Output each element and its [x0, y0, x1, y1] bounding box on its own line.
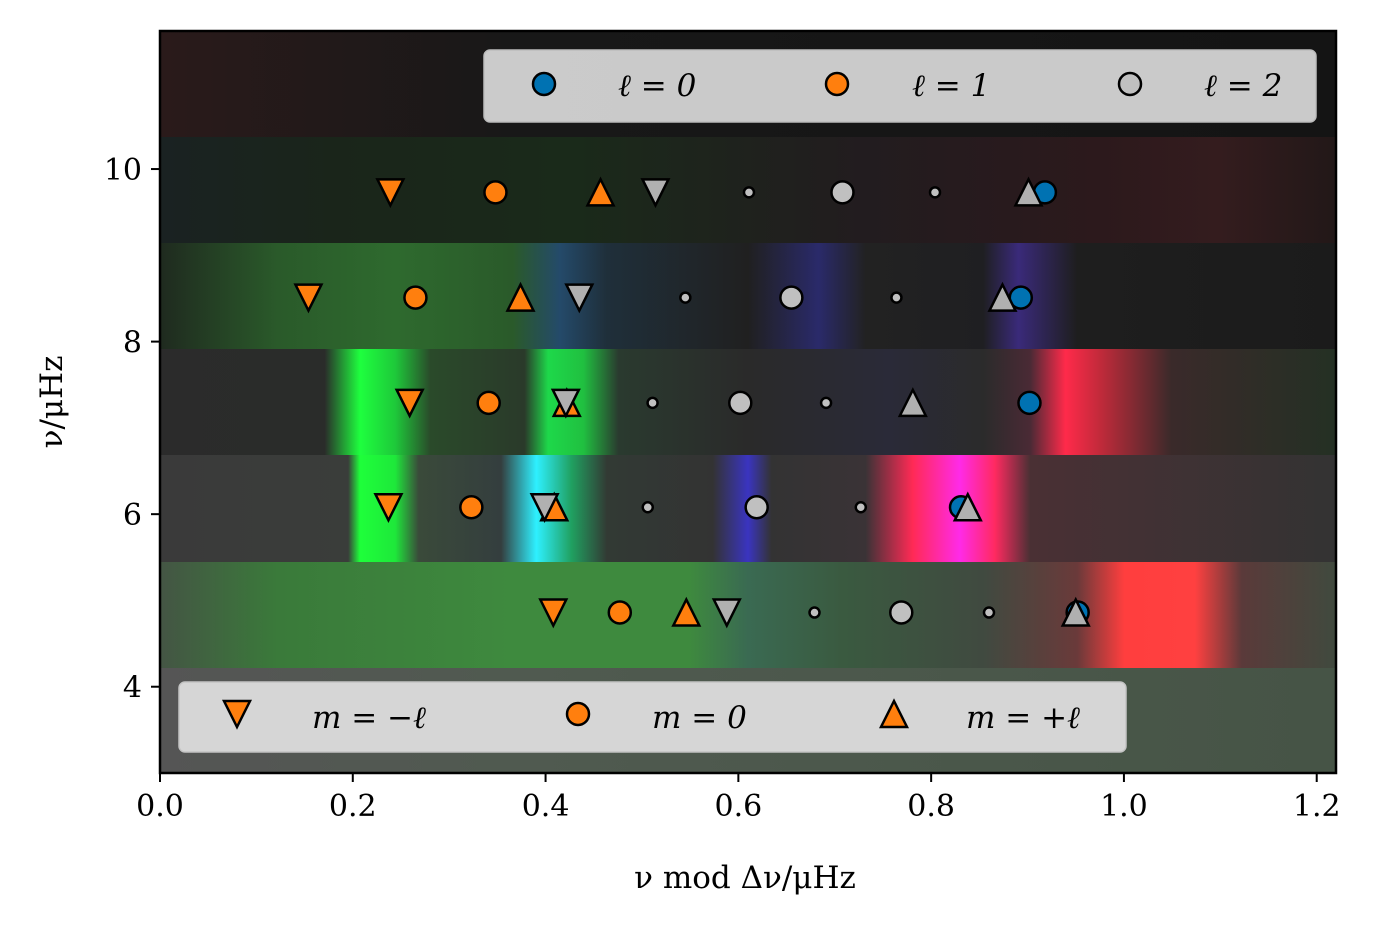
data-point [483, 180, 508, 205]
data-point [505, 281, 536, 312]
data-point [550, 388, 581, 419]
legend-l1-label: ℓ = 1 [912, 68, 990, 104]
data-point [808, 606, 821, 619]
data-point [373, 493, 404, 524]
data-point [640, 178, 671, 209]
data-point [459, 495, 484, 520]
data-point [538, 598, 569, 629]
data-point [394, 388, 425, 419]
legend-m-pos-label: m = +ℓ [966, 700, 1080, 736]
data-point [1060, 596, 1091, 627]
legend-order-box [178, 681, 1127, 753]
legend-degree: ℓ = 0 ℓ = 1 ℓ = 2 [483, 49, 1317, 123]
y-tick-label: 10 [104, 153, 142, 188]
x-axis-label: ν mod Δν/μHz [634, 860, 856, 896]
legend-l2-marker [1117, 71, 1143, 97]
legend-l2-label: ℓ = 2 [1204, 68, 1282, 104]
legend-m-neg-label: m = −ℓ [312, 700, 426, 736]
legend-l0-label: ℓ = 0 [618, 68, 696, 104]
x-axis-ticks: 0.0 0.2 0.4 0.6 0.8 1.0 1.2 [136, 773, 1341, 824]
y-tick-label: 4 [123, 671, 142, 706]
band-1 [160, 562, 1336, 668]
data-point [476, 390, 501, 416]
data-point [564, 283, 595, 314]
y-tick-label: 6 [123, 498, 142, 533]
data-point [952, 491, 983, 522]
legend-order: m = −ℓ m = 0 m = +ℓ [178, 681, 1127, 753]
legend-m-neg-marker [221, 699, 253, 730]
y-axis-ticks: 4 6 8 10 [104, 153, 160, 706]
legend-l0-marker [531, 71, 557, 97]
data-point [987, 281, 1018, 312]
data-point [679, 291, 692, 304]
data-point [293, 283, 324, 314]
data-point [889, 600, 914, 625]
y-tick-label: 8 [123, 326, 142, 361]
legend-m0-marker [565, 701, 591, 727]
x-tick-label: 0.4 [522, 789, 570, 824]
data-point [375, 178, 406, 209]
data-point [403, 285, 428, 310]
x-tick-label: 0.0 [136, 789, 184, 824]
data-point [529, 493, 560, 524]
data-point [671, 596, 702, 627]
data-point [890, 291, 903, 304]
data-point [854, 501, 868, 514]
data-point [744, 495, 769, 520]
data-point [646, 396, 659, 410]
data-point [585, 176, 616, 207]
legend-l1-marker [824, 71, 850, 97]
data-point [1013, 176, 1044, 207]
data-point [982, 606, 996, 619]
x-tick-label: 0.8 [907, 789, 955, 824]
data-point [641, 501, 655, 514]
data-point [742, 186, 756, 199]
data-point [779, 285, 804, 310]
x-tick-label: 1.2 [1293, 789, 1341, 824]
x-tick-label: 0.6 [715, 789, 763, 824]
y-axis-label: ν/μHz [34, 356, 70, 449]
data-point [1017, 390, 1042, 416]
data-point [928, 186, 942, 199]
data-markers [293, 176, 1091, 629]
data-point [728, 390, 753, 416]
band-4 [160, 243, 1336, 349]
data-point [830, 180, 855, 205]
data-point [897, 387, 928, 418]
legend-degree-box [483, 49, 1317, 123]
plot-frame [158, 29, 1338, 775]
x-tick-label: 0.2 [329, 789, 377, 824]
data-point [607, 600, 633, 625]
x-tick-label: 1.0 [1100, 789, 1148, 824]
legend-m-pos-marker [878, 698, 910, 729]
data-point [819, 396, 833, 410]
data-point [711, 598, 742, 629]
legend-m0-label: m = 0 [652, 700, 747, 736]
